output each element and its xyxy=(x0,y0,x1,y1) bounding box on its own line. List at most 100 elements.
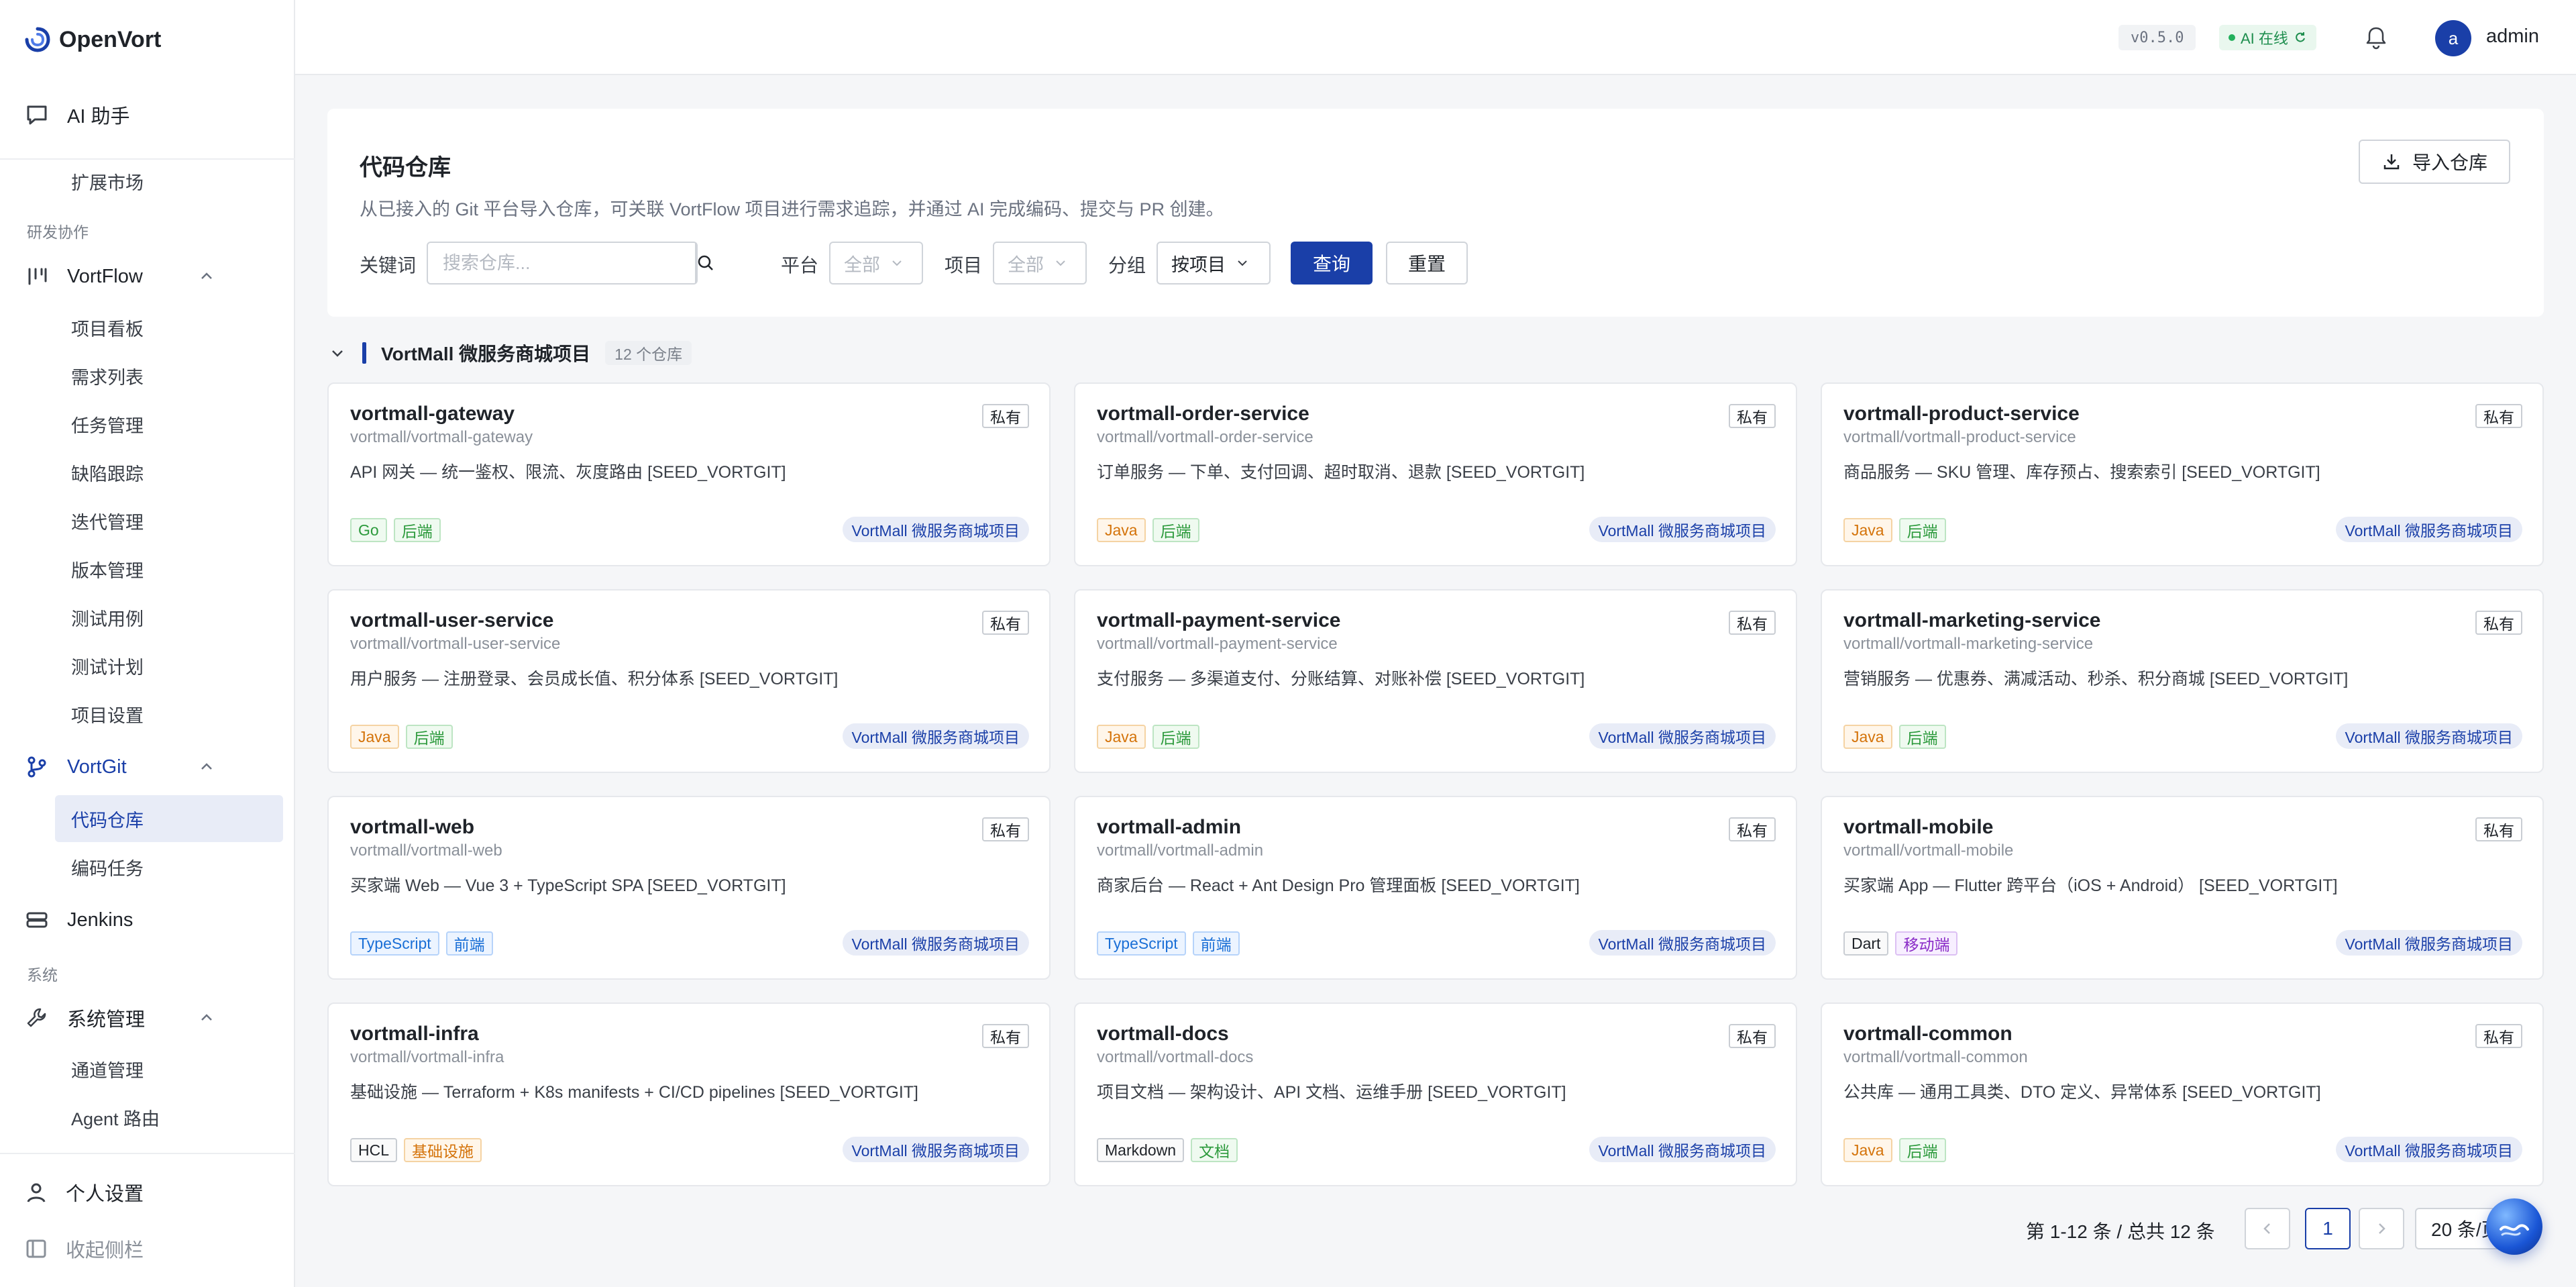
project-badge[interactable]: VortMall 微服务商城项目 xyxy=(842,930,1029,956)
page-number-button[interactable]: 1 xyxy=(2305,1208,2351,1249)
sidebar-item-project-settings[interactable]: 项目设置 xyxy=(55,690,283,737)
sidebar-item-channels[interactable]: 通道管理 xyxy=(55,1045,283,1092)
repo-name[interactable]: vortmall-mobile xyxy=(1843,816,1994,838)
chevron-right-icon xyxy=(2379,1223,2385,1234)
chevron-up-icon[interactable] xyxy=(199,1010,215,1026)
repo-card[interactable]: vortmall-payment-service vortmall/vortmal… xyxy=(1074,589,1797,773)
repo-path: vortmall/vortmall-order-service xyxy=(1097,428,1313,446)
project-select[interactable]: 全部 xyxy=(993,242,1087,285)
sidebar-item-versions[interactable]: 版本管理 xyxy=(55,546,283,593)
project-badge[interactable]: VortMall 微服务商城项目 xyxy=(1589,517,1776,542)
app-logo[interactable]: OpenVort xyxy=(24,24,161,55)
repo-name[interactable]: vortmall-gateway xyxy=(350,403,515,425)
repo-path: vortmall/vortmall-infra xyxy=(350,1048,504,1066)
repo-name[interactable]: vortmall-payment-service xyxy=(1097,609,1341,631)
project-badge[interactable]: VortMall 微服务商城项目 xyxy=(1589,1137,1776,1162)
project-badge[interactable]: VortMall 微服务商城项目 xyxy=(2335,930,2522,956)
sidebar-item-bugs[interactable]: 缺陷跟踪 xyxy=(55,449,283,496)
sidebar-item-ai-assistant[interactable]: AI 助手 xyxy=(24,99,129,130)
sidebar-item-system-mgmt[interactable]: 系统管理 xyxy=(24,999,279,1037)
repo-tags: Java 后端 xyxy=(1097,518,1199,542)
sidebar-item-vortflow[interactable]: VortFlow xyxy=(24,258,279,295)
project-badge[interactable]: VortMall 微服务商城项目 xyxy=(1589,723,1776,749)
sidebar-item-personal-settings[interactable]: 个人设置 xyxy=(24,1176,144,1209)
repo-name[interactable]: vortmall-common xyxy=(1843,1023,2012,1045)
project-badge[interactable]: VortMall 微服务商城项目 xyxy=(1589,930,1776,956)
sidebar-item-test-cases[interactable]: 测试用例 xyxy=(55,594,283,641)
repo-name[interactable]: vortmall-docs xyxy=(1097,1023,1229,1045)
project-label: 项目 xyxy=(945,255,983,276)
repo-card[interactable]: vortmall-order-service vortmall/vortmall-… xyxy=(1074,382,1797,566)
import-repo-button[interactable]: 导入仓库 xyxy=(2358,140,2510,184)
repo-name[interactable]: vortmall-marketing-service xyxy=(1843,609,2101,631)
repo-name[interactable]: vortmall-web xyxy=(350,816,475,838)
project-badge[interactable]: VortMall 微服务商城项目 xyxy=(2335,723,2522,749)
repo-card[interactable]: vortmall-docs vortmall/vortmall-docs 私有 项目文… xyxy=(1074,1002,1797,1186)
visibility-badge: 私有 xyxy=(1729,817,1776,841)
repo-card[interactable]: vortmall-mobile vortmall/vortmall-mobile 私… xyxy=(1821,796,2544,980)
sidebar-item-jenkins[interactable]: Jenkins xyxy=(24,901,279,939)
chevron-up-icon[interactable] xyxy=(199,268,215,285)
reset-button[interactable]: 重置 xyxy=(1386,242,1468,285)
next-page-button[interactable] xyxy=(2359,1208,2404,1249)
group-name: VortMall 微服务商城项目 xyxy=(381,344,591,364)
repo-card[interactable]: vortmall-product-service vortmall/vortmal… xyxy=(1821,382,2544,566)
sidebar-collapse-button[interactable]: 收起侧栏 xyxy=(24,1232,144,1266)
user-name[interactable]: admin xyxy=(2486,25,2539,47)
repo-name[interactable]: vortmall-infra xyxy=(350,1023,479,1045)
sidebar-item-tasks[interactable]: 任务管理 xyxy=(55,401,283,448)
repo-group-header[interactable]: VortMall 微服务商城项目 12 个仓库 xyxy=(329,338,692,368)
sidebar-item-project-board[interactable]: 项目看板 xyxy=(55,304,283,351)
project-badge[interactable]: VortMall 微服务商城项目 xyxy=(842,517,1029,542)
sidebar-item-requirements[interactable]: 需求列表 xyxy=(55,352,283,399)
repo-name[interactable]: vortmall-product-service xyxy=(1843,403,2080,425)
search-button[interactable] xyxy=(695,243,715,283)
repo-card[interactable]: vortmall-marketing-service vortmall/vortm… xyxy=(1821,589,2544,773)
sidebar-item-extension-market[interactable]: 扩展市场 xyxy=(55,158,283,205)
repo-card[interactable]: vortmall-web vortmall/vortmall-web 私有 买家端 W… xyxy=(327,796,1051,980)
repo-name[interactable]: vortmall-user-service xyxy=(350,609,554,631)
keyword-label: 关键词 xyxy=(360,255,417,276)
sidebar-item-iterations[interactable]: 迭代管理 xyxy=(55,497,283,544)
sidebar-item-code-repos[interactable]: 代码仓库 xyxy=(55,795,283,842)
chevron-down-icon[interactable] xyxy=(329,344,346,362)
chevron-up-icon[interactable] xyxy=(199,759,215,775)
platform-label: 平台 xyxy=(781,255,819,276)
sidebar-item-test-plans[interactable]: 测试计划 xyxy=(55,642,283,689)
repo-name[interactable]: vortmall-order-service xyxy=(1097,403,1309,425)
platform-select[interactable]: 全部 xyxy=(829,242,923,285)
group-select[interactable]: 按项目 xyxy=(1157,242,1271,285)
sidebar-item-coding-tasks[interactable]: 编码任务 xyxy=(55,843,283,890)
group-select-value: 按项目 xyxy=(1171,254,1226,275)
repo-tags: Markdown 文档 xyxy=(1097,1138,1238,1162)
visibility-badge: 私有 xyxy=(1729,404,1776,428)
repo-card[interactable]: vortmall-admin vortmall/vortmall-admin 私有商… xyxy=(1074,796,1797,980)
repo-card[interactable]: vortmall-common vortmall/vortmall-common 私… xyxy=(1821,1002,2544,1186)
repo-description: 商品服务 — SKU 管理、库存预占、搜索索引 [SEED_VORTGIT] xyxy=(1843,463,2320,482)
repo-card[interactable]: vortmall-infra vortmall/vortmall-infra 私有基… xyxy=(327,1002,1051,1186)
prev-page-button[interactable] xyxy=(2245,1208,2290,1249)
project-badge[interactable]: VortMall 微服务商城项目 xyxy=(2335,1137,2522,1162)
repo-tags: Java 后端 xyxy=(1843,518,1946,542)
repo-tag: 文档 xyxy=(1191,1138,1238,1162)
search-icon xyxy=(698,255,713,270)
refresh-icon[interactable] xyxy=(2294,31,2307,44)
visibility-badge: 私有 xyxy=(2475,404,2522,428)
project-badge[interactable]: VortMall 微服务商城项目 xyxy=(842,723,1029,749)
project-badge[interactable]: VortMall 微服务商城项目 xyxy=(842,1137,1029,1162)
project-badge[interactable]: VortMall 微服务商城项目 xyxy=(2335,517,2522,542)
sidebar-item-vortgit[interactable]: VortGit xyxy=(24,748,279,786)
repo-description: 基础设施 — Terraform + K8s manifests + CI/CD… xyxy=(350,1083,918,1102)
search-input[interactable] xyxy=(428,243,695,283)
sidebar-item-agent-routing[interactable]: Agent 路由 xyxy=(55,1094,283,1141)
repo-name[interactable]: vortmall-admin xyxy=(1097,816,1242,838)
avatar[interactable]: a xyxy=(2435,20,2471,56)
repo-tag: TypeScript xyxy=(1097,931,1186,956)
server-icon xyxy=(24,907,50,933)
query-button[interactable]: 查询 xyxy=(1291,242,1373,285)
notification-bell-icon[interactable] xyxy=(2363,24,2390,51)
ai-status-badge[interactable]: AI 在线 xyxy=(2219,25,2316,50)
repo-card[interactable]: vortmall-user-service vortmall/vortmall-u… xyxy=(327,589,1051,773)
ai-assistant-fab[interactable] xyxy=(2486,1198,2542,1255)
repo-card[interactable]: vortmall-gateway vortmall/vortmall-gatewa… xyxy=(327,382,1051,566)
